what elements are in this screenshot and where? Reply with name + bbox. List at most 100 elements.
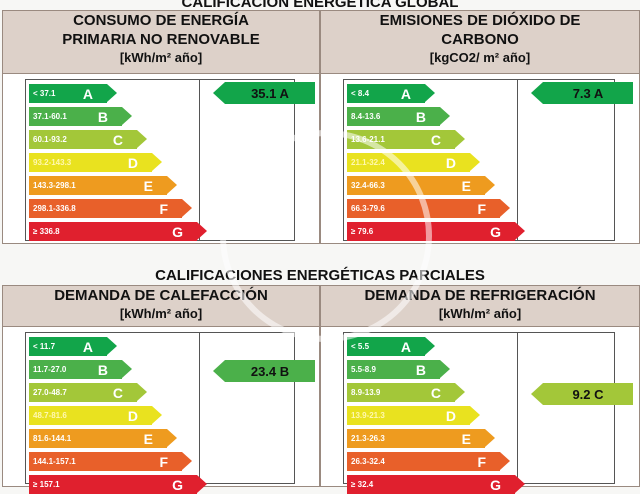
rating-letter: B bbox=[97, 108, 108, 125]
panel-header: CONSUMO DE ENERGÍA PRIMARIA NO RENOVABLE [… bbox=[3, 11, 319, 74]
rating-letter: B bbox=[97, 361, 108, 378]
rating-range: < 8.4 bbox=[351, 89, 370, 98]
bar-arrow-tip bbox=[470, 153, 480, 171]
rating-bar-c: 27.0-48.7 C bbox=[29, 383, 147, 402]
rating-range: 5.5-8.9 bbox=[351, 365, 376, 374]
result-arrow-tip bbox=[531, 383, 543, 405]
bar-arrow-tip bbox=[197, 222, 207, 240]
scale-divider bbox=[517, 80, 518, 240]
panel-unit: [kWh/m² año] bbox=[119, 306, 203, 321]
bar-arrow-tip bbox=[167, 429, 177, 447]
rating-letter: G bbox=[490, 476, 501, 493]
global-rating-title: CALIFICACIÓN ENERGÉTICA GLOBAL bbox=[181, 0, 459, 11]
rating-result: 7.3 A bbox=[531, 82, 633, 104]
bar-arrow-tip bbox=[440, 107, 450, 125]
rating-letter: D bbox=[127, 407, 138, 424]
rating-bar-a: < 11.7 A bbox=[29, 337, 117, 356]
rating-range: ≥ 336.8 bbox=[33, 227, 60, 236]
rating-range: 298.1-336.8 bbox=[33, 204, 76, 213]
rating-range: ≥ 32.4 bbox=[351, 480, 374, 489]
bar-arrow-tip bbox=[470, 406, 480, 424]
result-label: 35.1 A bbox=[251, 85, 289, 101]
rating-bar-d: 13.9-21.3 D bbox=[347, 406, 480, 425]
rating-result: 23.4 B bbox=[213, 360, 315, 382]
rating-range: 21.3-26.3 bbox=[351, 434, 385, 443]
bar-arrow-tip bbox=[107, 337, 117, 355]
bar-arrow-tip bbox=[455, 383, 465, 401]
rating-bar-a: < 8.4 A bbox=[347, 84, 435, 103]
rating-letter: D bbox=[445, 154, 456, 171]
result-arrow-tip bbox=[213, 360, 225, 382]
rating-letter: D bbox=[127, 154, 138, 171]
rating-letter: F bbox=[159, 200, 168, 217]
rating-bar-b: 37.1-60.1 B bbox=[29, 107, 132, 126]
bar-arrow-tip bbox=[137, 130, 147, 148]
rating-range: 93.2-143.3 bbox=[33, 158, 72, 167]
rating-range: 37.1-60.1 bbox=[33, 112, 67, 121]
bar-arrow-tip bbox=[485, 176, 495, 194]
panel-title-line: PRIMARIA NO RENOVABLE bbox=[62, 31, 260, 48]
rating-range: 26.3-32.4 bbox=[351, 457, 385, 466]
rating-scale: < 5.5 A 5.5-8.9 B 8.9-13.9 C 13.9-21.3 D 21.3-26… bbox=[343, 332, 633, 494]
result-arrow-tip bbox=[213, 82, 225, 104]
scale-divider bbox=[199, 333, 200, 483]
rating-range: 13.9-21.3 bbox=[351, 411, 385, 420]
panel-title-line: EMISIONES DE DIÓXIDO DE bbox=[379, 12, 581, 29]
bar-arrow-tip bbox=[425, 84, 435, 102]
bar-arrow-tip bbox=[515, 475, 525, 493]
result-label: 23.4 B bbox=[250, 363, 290, 379]
rating-letter: A bbox=[400, 338, 411, 355]
panel-unit: [kgCO2/ m² año] bbox=[429, 50, 531, 65]
rating-letter: G bbox=[172, 223, 183, 240]
panel-title-line: DEMANDA DE REFRIGERACIÓN bbox=[364, 287, 596, 304]
rating-range: < 11.7 bbox=[33, 342, 56, 351]
rating-bar-f: 298.1-336.8 F bbox=[29, 199, 192, 218]
rating-letter: F bbox=[159, 453, 168, 470]
rating-range: 11.7-27.0 bbox=[33, 365, 67, 374]
rating-range: 81.6-144.1 bbox=[33, 434, 72, 443]
rating-range: 143.3-298.1 bbox=[33, 181, 76, 190]
panel-title-line: DEMANDA DE CALEFACCIÓN bbox=[54, 287, 268, 304]
bar-arrow-tip bbox=[167, 176, 177, 194]
rating-bar-g: ≥ 32.4 G bbox=[347, 475, 525, 494]
rating-result: 9.2 C bbox=[531, 383, 633, 405]
rating-letter: E bbox=[143, 430, 153, 447]
rating-scale: < 11.7 A 11.7-27.0 B 27.0-48.7 C 48.7-81.6 D 81.… bbox=[25, 332, 315, 494]
bar-arrow-tip bbox=[182, 452, 192, 470]
rating-bar-g: ≥ 157.1 G bbox=[29, 475, 207, 494]
rating-bar-e: 21.3-26.3 E bbox=[347, 429, 495, 448]
rating-letter: B bbox=[415, 361, 426, 378]
panel-title-line: CARBONO bbox=[441, 31, 519, 48]
rating-letter: C bbox=[430, 384, 441, 401]
rating-range: 144.1-157.1 bbox=[33, 457, 76, 466]
rating-bar-e: 81.6-144.1 E bbox=[29, 429, 177, 448]
rating-result: 35.1 A bbox=[213, 82, 315, 104]
bar-arrow-tip bbox=[197, 475, 207, 493]
rating-bar-f: 144.1-157.1 F bbox=[29, 452, 192, 471]
scale-divider bbox=[517, 333, 518, 483]
rating-bar-f: 26.3-32.4 F bbox=[347, 452, 510, 471]
bar-arrow-tip bbox=[500, 452, 510, 470]
panel-title-line: CONSUMO DE ENERGÍA bbox=[73, 12, 249, 29]
bar-arrow-tip bbox=[440, 360, 450, 378]
rating-letter: F bbox=[477, 453, 486, 470]
rating-letter: C bbox=[112, 131, 123, 148]
rating-range: 60.1-93.2 bbox=[33, 135, 67, 144]
panel-header: EMISIONES DE DIÓXIDO DE CARBONO [kgCO2/ m²… bbox=[321, 11, 639, 74]
rating-letter: C bbox=[112, 384, 123, 401]
rating-letter: A bbox=[400, 85, 411, 102]
panel-unit: [kWh/m² año] bbox=[438, 306, 522, 321]
bar-arrow-tip bbox=[122, 360, 132, 378]
rating-letter: D bbox=[445, 407, 456, 424]
bar-arrow-tip bbox=[425, 337, 435, 355]
rating-bar-b: 8.4-13.6 B bbox=[347, 107, 450, 126]
rating-bar-g: ≥ 336.8 G bbox=[29, 222, 207, 241]
bar-arrow-tip bbox=[122, 107, 132, 125]
watermark-logo bbox=[220, 130, 432, 342]
bar-arrow-tip bbox=[152, 153, 162, 171]
bar-arrow-tip bbox=[455, 130, 465, 148]
rating-bar-e: 143.3-298.1 E bbox=[29, 176, 177, 195]
rating-bar-d: 48.7-81.6 D bbox=[29, 406, 162, 425]
rating-range: ≥ 157.1 bbox=[33, 480, 60, 489]
bar-arrow-tip bbox=[137, 383, 147, 401]
